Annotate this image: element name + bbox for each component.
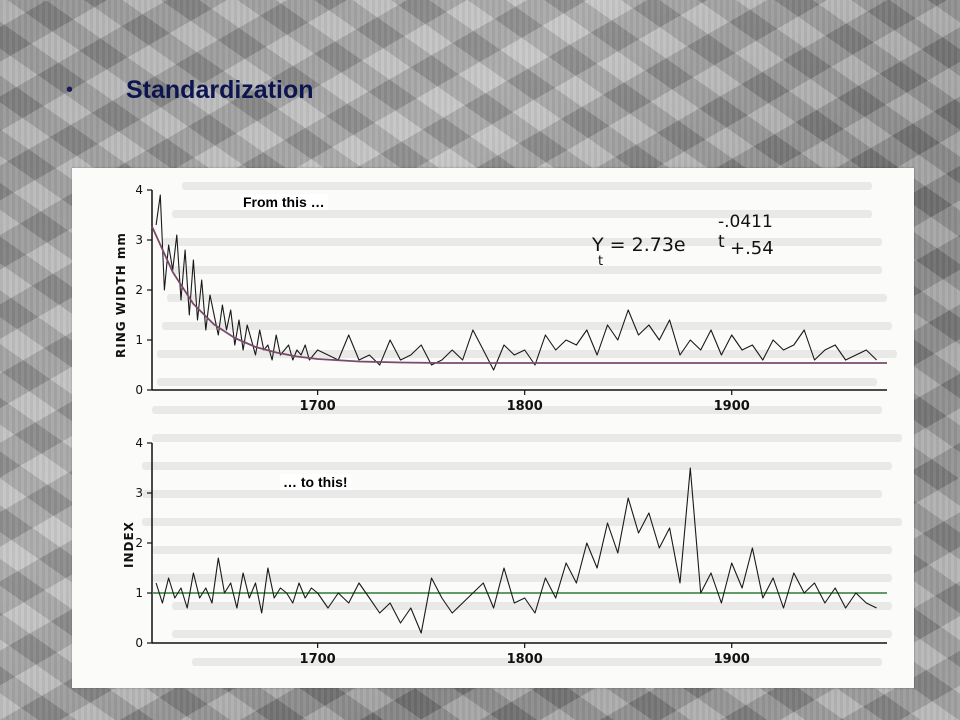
ring-width-chart: 0 1 2 3 4 1700 1800 1900 <box>135 183 887 414</box>
x-tick-label: 1900 <box>714 652 750 667</box>
x-tick-label: 1900 <box>714 399 750 414</box>
y-tick-label: 3 <box>135 486 143 500</box>
formula-subscript: t <box>598 254 604 269</box>
ring-width-series-line <box>155 194 877 371</box>
formula-exponent: -.0411 t <box>718 212 773 252</box>
formula-main: Y = 2.73e <box>592 234 686 256</box>
formula-addend: +.54 <box>730 238 774 259</box>
x-tick-label: 1700 <box>300 652 336 667</box>
slide-title: Standardization <box>126 75 314 104</box>
chart-canvas: 0 1 2 3 4 1700 1800 1900 0 1 2 3 4 1700 1800 1900 <box>135 183 887 667</box>
fit-formula: -.0411 t Y = 2.73e t +.54 <box>592 212 782 272</box>
y-tick-label: 4 <box>135 183 143 197</box>
from-this-label: From this … <box>240 194 328 210</box>
ring-width-axis-label: RING WIDTH mm <box>114 232 128 358</box>
to-this-label: … to this! <box>280 474 351 490</box>
y-tick-label: 2 <box>135 536 143 550</box>
y-tick-label: 2 <box>135 283 143 297</box>
y-tick-label: 3 <box>135 233 143 247</box>
x-tick-label: 1800 <box>507 399 543 414</box>
standardization-figure: 0 1 2 3 4 1700 1800 1900 0 1 2 3 4 1700 1800 1900 RING… <box>72 168 914 688</box>
index-series-line <box>155 467 877 634</box>
slide-title-row: • Standardization <box>66 72 314 108</box>
y-tick-label: 1 <box>135 333 143 347</box>
bullet-icon: • <box>66 78 74 101</box>
index-chart: 0 1 2 3 4 1700 1800 1900 <box>135 436 887 667</box>
y-tick-label: 1 <box>135 586 143 600</box>
fitted-curve-line <box>151 226 887 364</box>
y-tick-label: 0 <box>135 383 143 397</box>
index-axis-label: INDEX <box>122 521 136 568</box>
y-tick-label: 4 <box>135 436 143 450</box>
x-tick-label: 1700 <box>300 399 336 414</box>
y-tick-label: 0 <box>135 636 143 650</box>
x-tick-label: 1800 <box>507 652 543 667</box>
